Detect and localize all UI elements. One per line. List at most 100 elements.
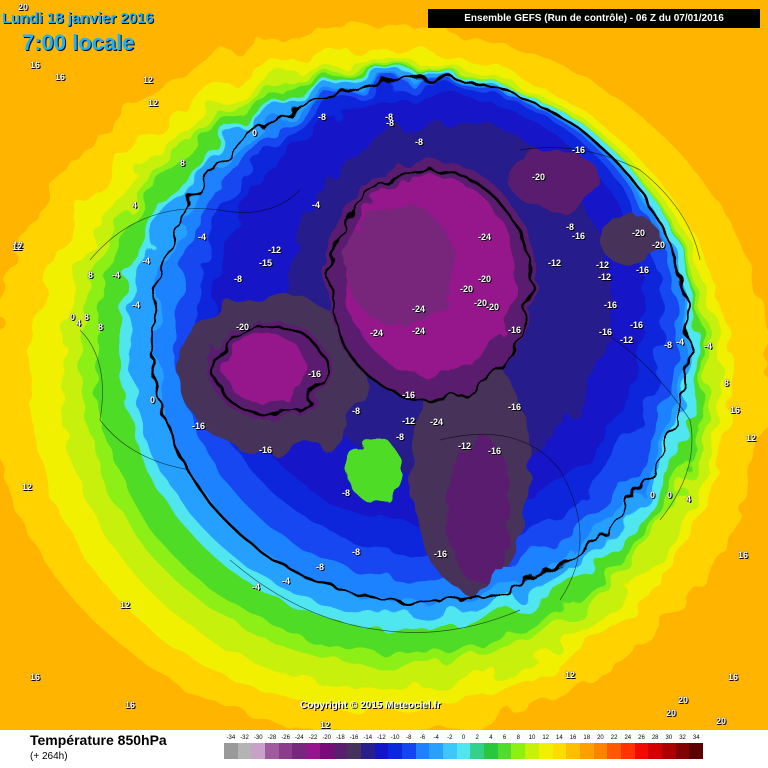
contour-label: -20 [236,322,250,332]
contour-label: 0 [252,128,258,138]
scale-tick-label: 20 [597,735,604,741]
scale-step: -24 [292,734,307,759]
scale-swatch [552,743,567,759]
scale-step: -20 [319,734,334,759]
contour-label: -8 [318,112,327,122]
contour-label: -12 [458,441,472,451]
contour-label: 12 [13,240,24,250]
contour-label: -16 [572,145,586,155]
contour-label: -16 [259,445,273,455]
contour-label: 16 [30,60,41,70]
contour-label: 12 [22,482,33,492]
scale-tick-label: 8 [516,735,520,741]
contour-label: -24 [478,232,492,242]
scale-step: -6 [415,734,430,759]
contour-label: -4 [676,337,685,347]
contour-label: -8 [352,406,361,416]
scale-swatch [360,743,375,759]
scale-tick-label: -16 [349,735,359,741]
scale-step: -8 [401,734,416,759]
contour-label: 12 [320,720,331,730]
scale-swatch [415,743,430,759]
coastlines [79,147,701,633]
temperature-map [0,25,768,730]
contour-label: -4 [132,300,141,310]
contour-label: -12 [598,272,612,282]
scale-tick-label: 6 [502,735,507,741]
forecast-date: Lundi 18 janvier 2016 [2,10,154,27]
scale-step: 10 [525,734,539,759]
contour-label: -24 [430,417,444,427]
scale-tick-label: 16 [569,735,577,741]
scale-step: 18 [579,734,594,759]
scale-step: 16 [566,734,580,759]
contour-label: 0 [70,312,76,322]
scale-tick-label: 32 [679,735,686,741]
scale-tick-label: -4 [433,735,439,741]
scale-tick-label: 14 [556,735,563,741]
scale-tick-label: -18 [336,735,345,741]
scale-step: -22 [306,734,320,759]
contour-label: -8 [396,432,405,442]
scale-swatch [470,743,485,759]
scale-tick-label: -28 [267,735,277,741]
contour-label: 8 [88,270,94,280]
scale-swatch [689,743,704,759]
contour-label: -8 [386,118,395,128]
contour-label: -8 [342,488,351,498]
contour-label: -16 [630,320,644,330]
scale-swatch [306,743,320,759]
contour-label: -4 [142,256,151,266]
scale-step: -2 [443,734,457,759]
scale-tick-label: -6 [419,735,426,741]
scale-swatch [566,743,580,759]
contour-label: 20 [716,716,727,726]
greenland-land [347,438,403,502]
scale-tick-label: 0 [461,735,466,741]
scale-swatch [278,743,293,759]
contour-label: -12 [402,416,416,426]
scale-tick-label: -22 [308,735,318,741]
scale-swatch [401,743,416,759]
contour-label: 4 [76,318,82,328]
forecast-time: 7:00 locale [22,30,135,55]
scale-tick-label: 34 [692,735,700,741]
contour-label: 20 [18,2,29,12]
contour-label: -15 [259,258,273,268]
contour-label: -16 [508,325,522,335]
scale-tick-label: 28 [651,735,659,741]
contour-label: 0 [150,395,156,405]
scale-step: 34 [689,734,704,759]
scale-tick-label: -14 [363,735,373,741]
contour-label: -16 [308,369,322,379]
contour-label: -8 [316,562,325,572]
scale-swatch [484,743,498,759]
contour-label: 8 [724,378,730,388]
scale-step: -10 [388,734,402,759]
contour-label: 8 [98,322,104,332]
contour-label: 20 [666,708,677,718]
scale-swatch [347,743,361,759]
contour-label: -8 [352,547,361,557]
contour-label: 0 [650,490,656,500]
scale-step: 32 [675,734,690,759]
scale-swatch [292,743,307,759]
scale-tick-label: -8 [406,735,412,741]
contour-label: -12 [620,335,634,345]
contour-label: -16 [508,402,522,412]
contour-label: 16 [728,672,739,682]
scale-swatch [388,743,402,759]
scale-step: -16 [347,734,361,759]
scale-swatch [525,743,539,759]
scale-step: -18 [333,734,348,759]
scale-tick-label: 30 [665,735,673,741]
contour-label: -4 [704,341,713,351]
contour-label: -16 [434,549,448,559]
contour-label: -16 [488,446,502,456]
contour-label: 12 [148,98,159,108]
scale-swatch [497,743,512,759]
scale-step: -32 [237,734,252,759]
contour-label: -16 [572,231,586,241]
contour-label: -24 [412,326,426,336]
